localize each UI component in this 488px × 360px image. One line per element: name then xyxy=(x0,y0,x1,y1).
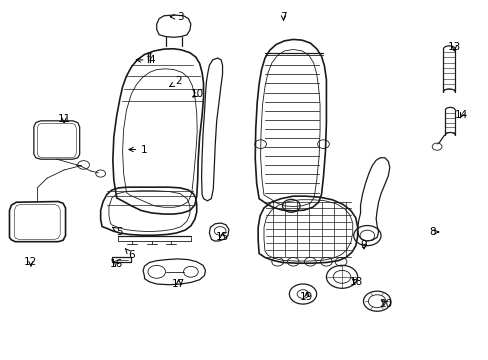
Text: 16: 16 xyxy=(110,259,123,269)
Text: 15: 15 xyxy=(216,232,229,242)
Text: 14: 14 xyxy=(454,111,467,121)
Text: 4: 4 xyxy=(136,55,155,65)
Text: 19: 19 xyxy=(300,292,313,302)
Text: 1: 1 xyxy=(129,144,147,154)
Text: 9: 9 xyxy=(360,239,366,249)
Text: 5: 5 xyxy=(112,227,122,237)
Text: 8: 8 xyxy=(428,227,438,237)
Text: 20: 20 xyxy=(379,299,392,309)
Text: 10: 10 xyxy=(190,89,203,99)
Text: 7: 7 xyxy=(280,12,286,22)
Text: 11: 11 xyxy=(58,114,71,124)
Text: 17: 17 xyxy=(172,279,185,289)
Text: 6: 6 xyxy=(125,248,134,260)
Text: 18: 18 xyxy=(349,277,363,287)
Text: 12: 12 xyxy=(24,257,38,267)
Text: 13: 13 xyxy=(447,42,460,52)
Text: 2: 2 xyxy=(169,76,182,87)
Text: 3: 3 xyxy=(170,12,183,22)
